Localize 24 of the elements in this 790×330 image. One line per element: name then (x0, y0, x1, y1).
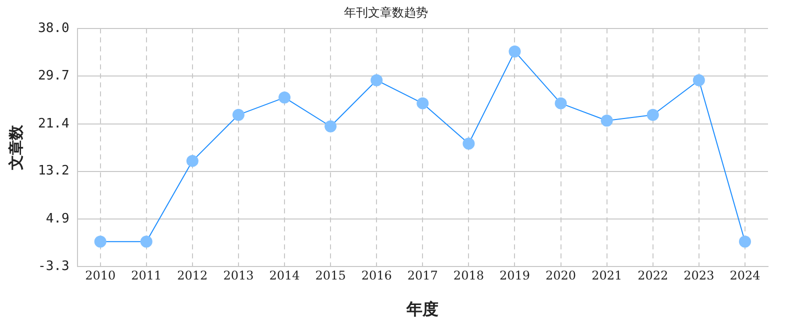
x-tick-label: 2014 (269, 268, 300, 283)
x-tick-label: 2010 (85, 268, 116, 283)
x-tick-label: 2019 (499, 268, 530, 283)
x-tick-label: 2020 (546, 268, 576, 283)
y-axis-title: 文章数 (6, 124, 25, 171)
chart-title: 年刊文章数趋势 (344, 5, 428, 20)
y-tick-label: 21.4 (38, 116, 70, 132)
y-tick-label: -3.3 (38, 258, 70, 274)
y-tick-label: 13.2 (38, 164, 70, 179)
x-axis-title: 年度 (406, 300, 439, 319)
x-tick-label: 2011 (131, 268, 162, 283)
x-tick-label: 2015 (315, 268, 346, 283)
y-tick-label: 29.7 (38, 68, 70, 84)
y-tick-label: 4.9 (46, 212, 70, 227)
x-tick-label: 2022 (638, 268, 668, 283)
x-tick-label: 2024 (730, 268, 761, 283)
x-tick-label: 2023 (684, 268, 714, 283)
x-tick-label: 2021 (592, 268, 622, 283)
x-tick-label: 2018 (453, 268, 484, 283)
x-tick-label: 2016 (361, 268, 392, 283)
y-tick-label: 38.0 (38, 20, 70, 36)
x-tick-label: 2013 (223, 268, 254, 283)
x-tick-label: 2017 (407, 268, 438, 283)
x-tick-label: 2012 (177, 268, 208, 283)
